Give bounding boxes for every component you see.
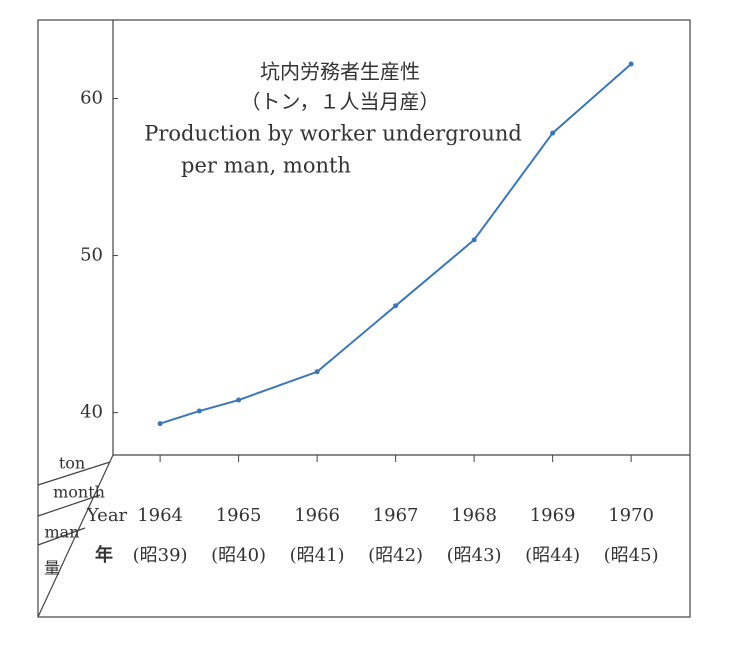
x-tick-sublabel: (昭42) [368,545,423,566]
data-point [550,130,556,136]
y-tick-label: 40 [80,402,103,423]
data-point [196,408,202,414]
data-point [157,421,163,427]
corner-divider [37,461,111,486]
outer-frame [37,19,691,618]
x-tick-sublabel: (昭41) [290,545,345,566]
title: （トン，１人当月産） [241,90,440,114]
x-tick-label: 1969 [530,505,576,526]
corner-divider [37,494,101,517]
x-tick-label: 1966 [294,505,340,526]
x-tick-label: 1964 [137,505,183,526]
title: per man, month [181,154,351,178]
data-point [236,397,242,403]
x-tick-sublabel: (昭43) [447,545,502,566]
corner-divider [37,527,86,546]
unit-label: man [44,523,79,542]
unit-label: ton [59,454,85,473]
y-tick-label: 50 [80,245,103,266]
data-line [159,63,632,425]
data-point [314,369,320,375]
x-unit-label: Year [86,505,128,526]
x-unit-label: 年 [95,544,113,566]
x-tick-label: 1968 [451,505,497,526]
x-tick-label: 1965 [216,505,262,526]
data-point [628,61,634,67]
data-point [393,303,399,309]
unit-label: 量 [44,559,60,578]
x-tick-label: 1970 [608,505,654,526]
title: Production by worker underground [144,122,522,146]
unit-label: month [53,483,105,502]
y-tick-label: 60 [80,88,103,109]
corner-diagonal [37,454,114,618]
x-tick-sublabel: (昭39) [133,545,188,566]
data-point [471,237,477,243]
x-tick-sublabel: (昭40) [211,545,266,566]
x-tick-sublabel: (昭45) [604,545,659,566]
x-tick-sublabel: (昭44) [525,545,580,566]
x-tick-label: 1967 [373,505,419,526]
title: 坑内労務者生産性 [260,60,420,84]
